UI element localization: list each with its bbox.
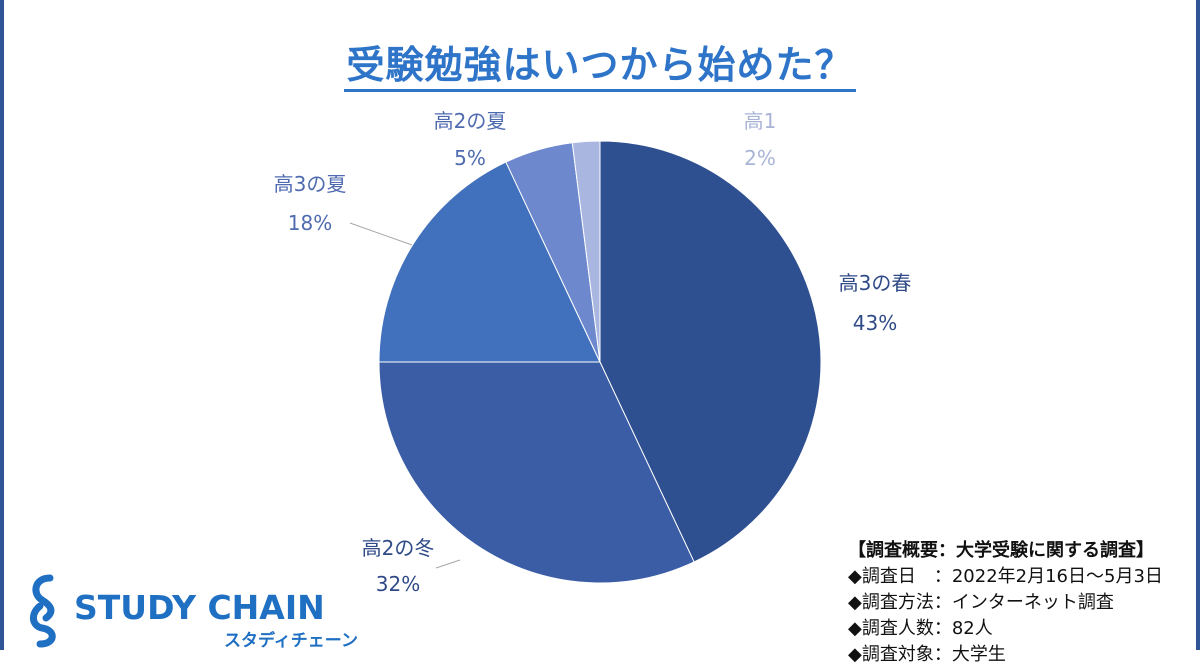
slice-label-2: 高2の冬 <box>362 536 435 560</box>
slice-label-1: 高3の春 <box>839 271 912 295</box>
left-border <box>0 0 4 650</box>
chart-title-text: 受験勉強はいつから始めた？ <box>344 43 856 92</box>
survey-summary: 【調査概要：大学受験に関する調査】 ◆調査日 ：2022年2月16日～5月3日 … <box>848 538 1198 668</box>
slice-labels: 高3の春 43% 高2の冬 32% 高3の夏 18% 高2の夏 5% 高1 2% <box>274 109 912 596</box>
summary-line-method: ◆調査方法：インターネット調査 <box>848 592 1114 613</box>
summary-heading: 【調査概要：大学受験に関する調査】 <box>848 540 1154 561</box>
pie-slice-1 <box>599 140 822 563</box>
study-chain-logo: STUDY CHAIN スタディチェーン <box>28 572 373 651</box>
slice-percent-2: 32% <box>376 572 420 596</box>
slice-percent-1: 43% <box>853 311 897 335</box>
slice-label-5: 高1 <box>744 109 777 133</box>
chain-logo-icon <box>30 574 56 648</box>
slice-percent-3: 18% <box>288 211 332 235</box>
slice-percent-4: 5% <box>454 146 486 170</box>
right-border <box>1196 0 1200 650</box>
slice-label-3: 高3の夏 <box>274 172 347 196</box>
pie-slice-2 <box>378 361 695 584</box>
chart-title: 受験勉強はいつから始めた？ <box>0 34 1200 92</box>
logo-subtitle: スタディチェーン <box>224 631 358 651</box>
pie-chart: 高3の春 43% 高2の冬 32% 高3の夏 18% 高2の夏 5% 高1 2% <box>274 109 912 596</box>
pie-slice-5 <box>571 140 601 363</box>
summary-line-target: ◆調査対象：大学生 <box>848 644 1006 665</box>
summary-line-date: ◆調査日 ：2022年2月16日～5月3日 <box>848 566 1163 587</box>
leader-line-2 <box>435 559 461 569</box>
pie-slice-3 <box>378 161 601 363</box>
slice-percent-5: 2% <box>744 146 776 170</box>
pie-slices <box>378 140 822 584</box>
logo-name: STUDY CHAIN <box>74 588 325 627</box>
leader-lines <box>349 222 461 569</box>
leader-line-3 <box>349 222 413 246</box>
slice-label-4: 高2の夏 <box>434 109 507 133</box>
summary-line-count: ◆調査人数：82人 <box>848 618 993 639</box>
